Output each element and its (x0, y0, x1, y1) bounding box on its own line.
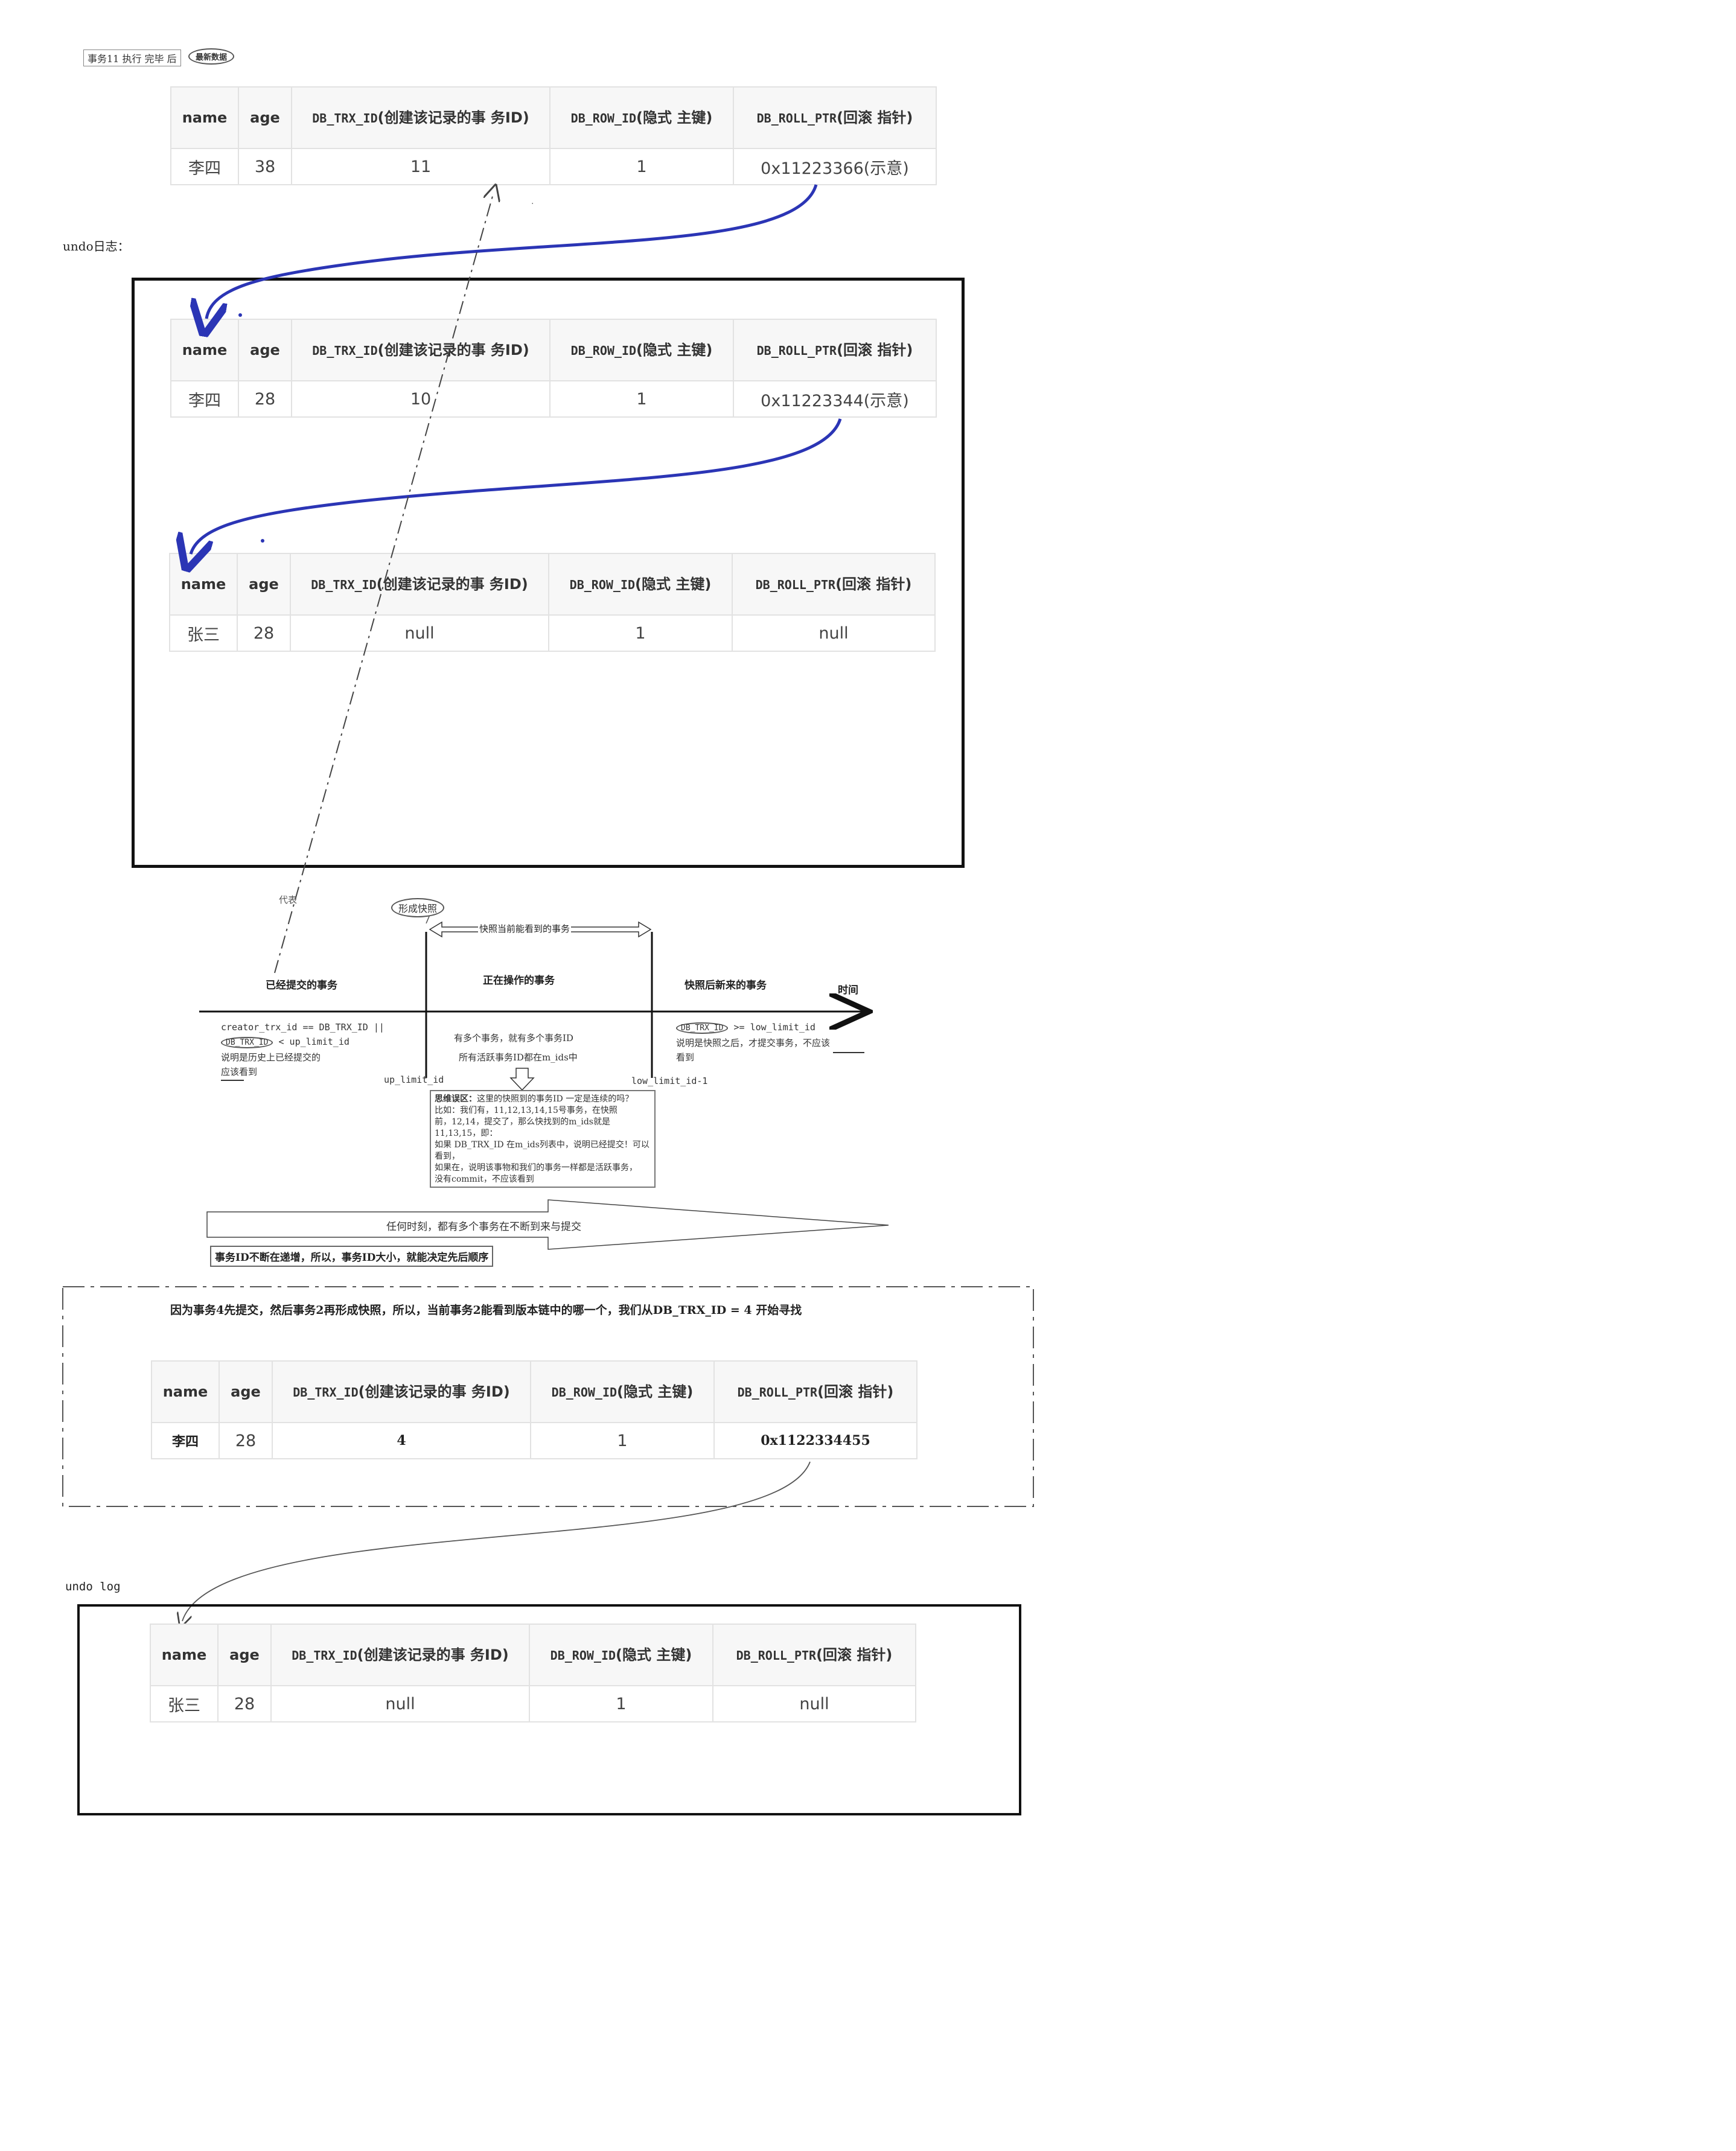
col-name: name (170, 86, 239, 149)
down-arrow (509, 1068, 535, 1091)
roll-ptr-arrow-2 (191, 418, 842, 554)
cell-trx: null (270, 1685, 530, 1722)
cell-trx: 10 (291, 380, 550, 418)
up-limit-label: up_limit_id (384, 1074, 444, 1085)
table-undo-version-3: name age DB_TRX_ID(创建该记录的事 务ID) DB_ROW_I… (150, 1624, 916, 1722)
table-row: 张三 28 null 1 null (150, 1685, 916, 1722)
left-condition: creator_trx_id == DB_TRX_ID || DB_TRX_ID… (221, 1022, 385, 1077)
table-header-row: name age DB_TRX_ID(创建该记录的事 务ID) DB_ROW_I… (170, 86, 937, 149)
cell-age: 28 (219, 1422, 273, 1459)
col-row-id: DB_ROW_ID(隐式 主键) (549, 86, 734, 149)
cell-roll: null (732, 614, 936, 652)
low-limit-label: low_limit_id-1 (631, 1076, 708, 1086)
col-trx-id: DB_TRX_ID(创建该记录的事 务ID) (270, 1624, 530, 1686)
dot-marker (238, 313, 242, 317)
cell-age: 28 (217, 1685, 272, 1722)
table-row: 李四 28 10 1 0x11223344(示意) (170, 380, 937, 418)
col-age: age (238, 319, 292, 381)
top-caption-text: 事务11 执行 完毕 后 (88, 53, 177, 65)
undo-log-box-2 (77, 1604, 1021, 1815)
undo-log-box-1 (132, 278, 965, 868)
snapshot-bubble: 形成快照 (391, 898, 445, 917)
cell-trx: 4 (272, 1422, 531, 1459)
big-flow-arrow (206, 1199, 889, 1250)
section2-title: 因为事务4先提交，然后事务2再形成快照，所以，当前事务2能看到版本链中的哪一个，… (170, 1304, 802, 1317)
cell-trx: 11 (291, 148, 550, 185)
table-header-row: name age DB_TRX_ID(创建该记录的事 务ID) DB_ROW_I… (150, 1624, 916, 1686)
time-label: 时间 (838, 984, 858, 996)
table-header-row: name age DB_TRX_ID(创建该记录的事 务ID) DB_ROW_I… (170, 319, 937, 381)
table-version-trx4: name age DB_TRX_ID(创建该记录的事 务ID) DB_ROW_I… (151, 1360, 917, 1459)
top-caption: 事务11 执行 完毕 后 (83, 49, 181, 66)
col-trx-id: DB_TRX_ID(创建该记录的事 务ID) (272, 1360, 531, 1423)
future-label: 快照后新来的事务 (685, 980, 767, 992)
increment-note: 事务ID不断在递增，所以，事务ID大小，就能决定先后顺序 (210, 1246, 494, 1267)
table-row: 李四 28 4 1 0x1122334455 (151, 1422, 917, 1459)
col-age: age (217, 1624, 272, 1686)
col-row-id: DB_ROW_ID(隐式 主键) (529, 1624, 713, 1686)
undo-label-2: undo log (65, 1580, 121, 1593)
table-header-row: name age DB_TRX_ID(创建该记录的事 务ID) DB_ROW_I… (151, 1360, 917, 1423)
cell-name: 张三 (150, 1685, 219, 1722)
cell-age: 38 (238, 148, 292, 185)
cell-row: 1 (529, 1685, 713, 1722)
snapshot-range-label: 快照当前能看到的事务 (478, 922, 572, 935)
cell-trx: null (290, 614, 549, 652)
col-trx-id: DB_TRX_ID(创建该记录的事 务ID) (290, 553, 549, 616)
big-arrow-text: 任何时刻，都有多个事务在不断到来与提交 (386, 1221, 581, 1233)
active-label: 正在操作的事务 (483, 975, 555, 987)
table-undo-version-2: name age DB_TRX_ID(创建该记录的事 务ID) DB_ROW_I… (169, 553, 936, 652)
dot-marker (261, 539, 264, 543)
col-name: name (151, 1360, 220, 1423)
col-row-id: DB_ROW_ID(隐式 主键) (549, 319, 734, 381)
thinking-note: 思维误区：这里的快照到的事务ID 一定是连续的吗？ 比如：我们有，11,12,1… (430, 1090, 656, 1188)
cell-roll: null (712, 1685, 916, 1722)
cell-row: 1 (549, 148, 734, 185)
col-roll-ptr: DB_ROLL_PTR(回滚 指针) (732, 553, 936, 616)
cell-roll: 0x11223366(示意) (733, 148, 937, 185)
latest-data-badge: 最新数据 (188, 48, 235, 65)
undo-label-1: undo日志： (63, 239, 130, 253)
table-undo-version-1: name age DB_TRX_ID(创建该记录的事 务ID) DB_ROW_I… (170, 319, 937, 418)
committed-label: 已经提交的事务 (266, 980, 337, 992)
col-trx-id: DB_TRX_ID(创建该记录的事 务ID) (291, 86, 550, 149)
table-row: 李四 38 11 1 0x11223366(示意) (170, 148, 937, 185)
cell-age: 28 (238, 380, 292, 418)
roll-ptr-arrow-3 (182, 1461, 811, 1621)
cell-roll: 0x1122334455 (713, 1422, 917, 1459)
represent-label: 代表 (279, 894, 298, 905)
table-latest-row: name age DB_TRX_ID(创建该记录的事 务ID) DB_ROW_I… (170, 86, 937, 185)
cell-row: 1 (548, 614, 733, 652)
col-roll-ptr: DB_ROLL_PTR(回滚 指针) (712, 1624, 916, 1686)
col-age: age (238, 86, 292, 149)
cell-name: 李四 (151, 1422, 220, 1459)
roll-ptr-arrow-1 (206, 184, 818, 319)
middle-condition: 有多个事务，就有多个事务ID 所有活跃事务ID都在m_ids中 (454, 1033, 578, 1063)
col-roll-ptr: DB_ROLL_PTR(回滚 指针) (713, 1360, 917, 1423)
cell-row: 1 (549, 380, 734, 418)
cell-roll: 0x11223344(示意) (733, 380, 937, 418)
table-row: 张三 28 null 1 null (169, 614, 936, 652)
section2-dashed-box (62, 1286, 1034, 1507)
col-roll-ptr: DB_ROLL_PTR(回滚 指针) (733, 86, 937, 149)
right-condition: DB_TRX_ID >= low_limit_id 说明是快照之后，才提交事务，… (676, 1022, 831, 1063)
svg-text:.: . (531, 197, 534, 206)
cell-name: 张三 (169, 614, 238, 652)
col-age: age (219, 1360, 273, 1423)
col-row-id: DB_ROW_ID(隐式 主键) (530, 1360, 715, 1423)
col-roll-ptr: DB_ROLL_PTR(回滚 指针) (733, 319, 937, 381)
represent-connector (274, 192, 494, 974)
cell-row: 1 (530, 1422, 715, 1459)
table-header-row: name age DB_TRX_ID(创建该记录的事 务ID) DB_ROW_I… (169, 553, 936, 616)
cell-name: 李四 (170, 380, 239, 418)
col-age: age (237, 553, 291, 616)
col-trx-id: DB_TRX_ID(创建该记录的事 务ID) (291, 319, 550, 381)
cell-age: 28 (237, 614, 291, 652)
cell-name: 李四 (170, 148, 239, 185)
col-name: name (150, 1624, 219, 1686)
col-row-id: DB_ROW_ID(隐式 主键) (548, 553, 733, 616)
